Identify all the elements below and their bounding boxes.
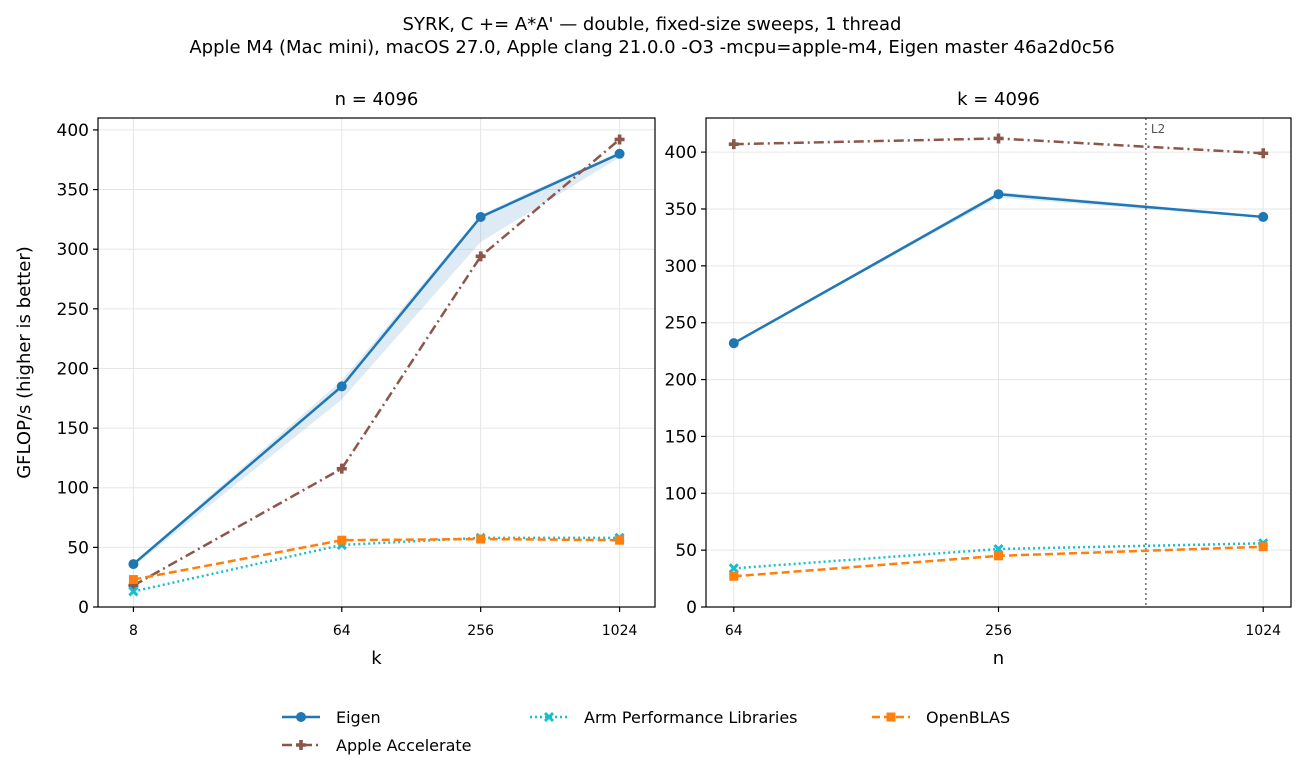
y-tick-label: 350	[57, 181, 89, 201]
legend-label: Eigen	[336, 708, 381, 727]
data-point	[128, 575, 138, 585]
data-point	[1258, 211, 1269, 222]
panel-title: k = 4096	[957, 89, 1040, 110]
legend-marker	[296, 712, 306, 722]
y-tick-label: 50	[675, 541, 697, 561]
data-point	[993, 133, 1004, 144]
legend-label: OpenBLAS	[926, 708, 1010, 727]
y-tick-label: 200	[57, 359, 89, 379]
x-tick-label: 64	[725, 623, 743, 639]
x-axis-label: n	[993, 648, 1004, 669]
data-point	[476, 534, 486, 544]
data-point	[615, 535, 625, 545]
legend-label: Apple Accelerate	[336, 736, 472, 755]
data-point	[728, 139, 739, 150]
legend-entry-arm-performance-libraries: Arm Performance Libraries	[530, 708, 798, 727]
x-tick-label: 256	[467, 623, 494, 639]
y-tick-label: 400	[665, 143, 697, 163]
series-openblas	[128, 534, 625, 585]
data-point	[475, 211, 486, 222]
data-point	[337, 535, 347, 545]
annotation-label: L2	[1151, 122, 1165, 136]
series-apple-accelerate	[728, 133, 1269, 159]
y-tick-label: 350	[665, 200, 697, 220]
y-tick-label: 0	[686, 598, 697, 618]
series-eigen	[128, 148, 625, 570]
legend-marker	[543, 711, 555, 723]
series-line	[133, 536, 620, 593]
series-eigen	[728, 189, 1269, 349]
data-point	[994, 551, 1003, 561]
legend-entry-openblas: OpenBLAS	[872, 708, 1010, 727]
series-line	[133, 537, 620, 581]
data-point	[128, 580, 139, 591]
data-point	[728, 563, 739, 574]
x-tick-label: 1024	[1245, 623, 1281, 639]
y-tick-label: 250	[57, 300, 89, 320]
series-openblas	[729, 542, 1268, 581]
data-point	[128, 559, 139, 570]
legend-marker	[296, 740, 306, 750]
legend-entry-eigen: Eigen	[282, 708, 381, 727]
data-point	[336, 381, 347, 392]
x-tick-label: 256	[985, 623, 1012, 639]
y-tick-label: 300	[665, 257, 697, 277]
legend-entry-apple-accelerate: Apple Accelerate	[282, 736, 472, 755]
legend-marker	[886, 712, 896, 722]
legend-label: Arm Performance Libraries	[584, 708, 798, 727]
plot-frame	[97, 117, 656, 608]
panel-title: n = 4096	[335, 89, 419, 110]
y-tick-label: 300	[57, 240, 89, 260]
data-point	[728, 338, 739, 349]
data-point	[614, 134, 625, 145]
series-band	[133, 151, 620, 567]
y-tick-label: 150	[57, 419, 89, 439]
y-tick-label: 150	[665, 427, 697, 447]
gridlines	[98, 118, 655, 608]
series-line	[132, 152, 621, 566]
data-point	[729, 571, 739, 581]
y-tick-label: 50	[67, 538, 89, 558]
legend: Eigen Apple Accelerate Arm Performance Lib…	[282, 708, 1010, 755]
y-tick-label: 250	[665, 314, 697, 334]
x-tick-label: 1024	[602, 623, 638, 639]
series-apple-accelerate	[128, 134, 625, 591]
data-point	[1258, 542, 1268, 552]
figure-title-line-1: SYRK, C += A*A' — double, fixed-size swe…	[403, 14, 902, 35]
y-tick-label: 200	[665, 371, 697, 391]
left-panel-k-sweep: 0 50 100 150 200 250 300 350 400 8 64 256 1024 n = 40…	[14, 89, 656, 669]
y-tick-label: 100	[665, 484, 697, 504]
y-axis-label: GFLOP/s (higher is better)	[14, 246, 35, 479]
y-tick-label: 0	[78, 598, 89, 618]
y-tick-label: 100	[57, 479, 89, 499]
y-tick-label: 400	[57, 121, 89, 141]
x-tick-label: 8	[129, 623, 138, 639]
data-point	[475, 251, 486, 262]
data-point	[336, 463, 347, 474]
x-axis-label: k	[371, 648, 382, 669]
figure-title-line-2: Apple M4 (Mac mini), macOS 27.0, Apple c…	[189, 37, 1114, 58]
x-tick-label: 64	[333, 623, 351, 639]
data-point	[614, 148, 625, 159]
data-point	[993, 189, 1004, 200]
series-arm-performance-libraries	[128, 532, 625, 597]
series-line	[132, 138, 621, 587]
data-point	[128, 586, 139, 597]
data-point	[1258, 148, 1269, 159]
right-panel-n-sweep: L2 0 50 100 150 200 250 300 350 400 64 256 1024 k = 4…	[665, 89, 1292, 669]
